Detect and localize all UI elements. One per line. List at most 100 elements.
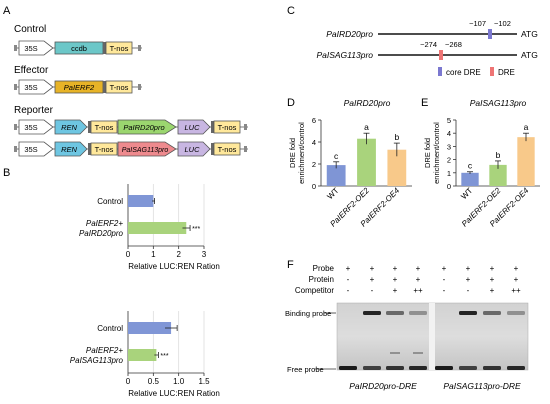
y-tick-label: 6 [312,116,316,125]
control-terminator-label: T-nos [110,44,129,53]
reporter1-terminator1-label: T-nos [95,123,114,132]
reporter1-35s-label: 35S [24,123,37,132]
condition-symbol: + [514,275,519,284]
panel-f-letter: F [287,259,294,271]
gel-divider [429,303,435,370]
condition-symbol: - [443,286,446,295]
category-label: PaISAG113pro [70,356,124,365]
reporter1-ren-label: REN [61,123,77,132]
binding-probe-band [459,311,477,315]
effector-construct: 35S PaIERF2 T-nos [14,79,142,95]
panel-a: A Control Effector Reporter 35S ccdb T-n… [3,5,248,157]
bar [128,322,172,334]
reporter-construct-2: 35S REN T-nos PaISAG113pro LUC T-nos [14,141,248,157]
binding-probe-band [363,311,381,315]
free-probe-band [409,366,427,370]
x-axis-label: Relative LUC:REN Ration [128,262,220,271]
chart-title: PaIRD20pro [344,98,391,108]
free-probe-band [339,366,357,370]
y-axis-label: DRE fold [423,138,432,168]
category-label: WT [459,186,474,201]
binding-probe-band [507,311,525,315]
y-tick-label: 2 [312,160,316,169]
row2-mark-end: −268 [445,40,462,49]
bar [517,137,535,186]
effector-gene-label: PaIERF2 [64,83,95,92]
significance-letter: a [524,122,529,132]
y-tick-label: 1 [447,169,451,178]
condition-symbol: + [490,264,495,273]
row1-mark-start: −107 [469,19,486,28]
gel-caption-right: PaISAG113pro-DRE [443,381,521,391]
reporter1-promoter-label: PaIRD20pro [123,123,164,132]
reporter2-terminator1-label: T-nos [95,145,114,154]
reporter2-terminator2-label: T-nos [218,145,237,154]
x-tick-label: 1.0 [173,377,185,386]
condition-symbol: + [416,275,421,284]
condition-row-label: Probe [313,264,335,273]
category-label: Control [97,324,123,333]
panel-f: F ProbeProteinCompetitor+--++-++++++++--… [285,259,529,391]
x-tick-label: 3 [202,250,207,259]
reporter2-35s-label: 35S [24,145,37,154]
y-tick-label: 0 [447,182,451,191]
promoter-row-2-label: PaISAG113pro [316,50,373,60]
significance-letter: c [468,161,473,171]
y-axis-label: enrichment/control [297,122,306,184]
panel-b-letter: B [3,167,10,179]
condition-symbol: - [371,286,374,295]
significance-letter: b [394,132,399,142]
control-gene-label: ccdb [71,44,87,53]
gel-caption-left: PaIRD20pro-DRE [349,381,417,391]
panel-e-letter: E [421,97,428,109]
promoter-row-1-label: PaIRD20pro [326,29,373,39]
y-tick-label: 4 [447,129,451,138]
x-tick-label: 1 [151,250,156,259]
bar [461,172,479,186]
luc-ren-chart-rd20: 0 1 2 3 Control *** PaIERF2+PaIRD20pro Relative… [79,184,220,271]
x-tick-label: 2 [176,250,181,259]
faint-band [413,352,423,354]
effector-section-label: Effector [14,65,49,76]
panel-d-letter: D [287,97,295,109]
row1-mark-end: −102 [494,19,511,28]
free-probe-band [459,366,477,370]
bar [357,138,376,186]
free-probe-band [386,366,404,370]
category-label: Control [97,197,123,206]
condition-symbol: - [347,286,350,295]
chart-title: PaISAG113pro [470,98,527,108]
emsa-bands [339,311,525,370]
panel-e: E PaISAG113pro 0 1 2 3 4 5 DRE fold enrichment/c… [421,97,540,229]
control-construct: 35S ccdb T-nos [14,40,142,56]
condition-symbol: + [490,275,495,284]
x-tick-label: 1.5 [198,377,210,386]
x-tick-label: 0 [126,377,131,386]
condition-symbol: - [347,275,350,284]
legend-dre-swatch [490,67,494,76]
bar [128,195,154,207]
effector-35s-label: 35S [24,83,37,92]
binding-probe-band [483,311,501,315]
reporter2-promoter-label: PaISAG113pro [122,147,169,154]
panel-a-letter: A [3,5,11,17]
reporter2-luc-label: LUC [184,145,200,154]
legend-dre-label: DRE [498,68,515,77]
panel-c: C PaIRD20pro −107 −102 ATG PaISAG113pro … [287,5,538,77]
condition-symbol: + [393,264,398,273]
significance-letter: a [364,122,369,132]
condition-symbol: + [416,264,421,273]
y-tick-label: 0 [312,182,316,191]
panel-c-letter: C [287,5,295,17]
bar [326,165,346,186]
condition-symbol: - [443,275,446,284]
y-tick-label: 5 [447,116,451,125]
significance-label: *** [160,353,168,360]
y-tick-label: 2 [447,156,451,165]
free-probe-band [507,366,525,370]
binding-probe-band [386,311,404,315]
free-probe-band [363,366,381,370]
free-probe-band [483,366,501,370]
condition-row-label: Competitor [295,286,334,295]
binding-probe-band [409,311,427,315]
